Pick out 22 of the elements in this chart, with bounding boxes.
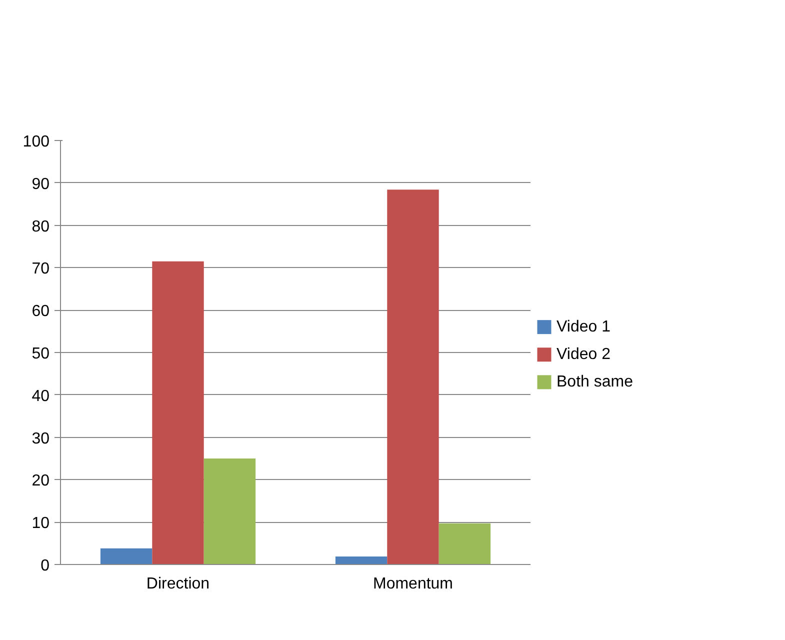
y-tick-label: 0	[40, 558, 50, 574]
bar	[387, 190, 439, 564]
legend-label: Both same	[556, 374, 634, 391]
y-tick-label: 70	[32, 260, 50, 278]
bar	[204, 458, 256, 564]
legend-label: Video 1	[556, 318, 611, 336]
y-tick-label: 80	[32, 218, 50, 236]
bar	[335, 556, 388, 564]
y-tick-label: 90	[32, 176, 50, 193]
legend-label: Video 2	[556, 346, 611, 364]
y-tick-label: 100	[22, 134, 50, 150]
y-tick-label: 60	[32, 303, 50, 320]
y-tick-label: 40	[32, 388, 50, 405]
y-tick-label: 50	[32, 346, 50, 362]
x-tick-label: Direction	[146, 576, 210, 592]
x-tick-label: Momentum	[372, 576, 454, 592]
bar	[438, 523, 491, 564]
y-tick-label: 20	[32, 472, 50, 490]
y-tick-label: 10	[32, 515, 50, 532]
bar	[100, 548, 152, 564]
y-tick-label: 30	[32, 430, 50, 448]
bar	[152, 261, 204, 564]
